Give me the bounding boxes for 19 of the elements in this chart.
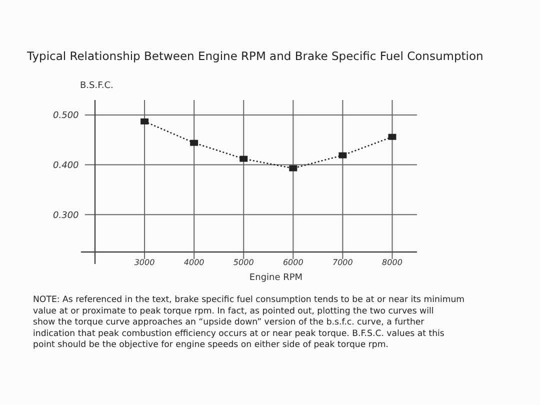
y-tick-label: 0.300 <box>53 210 80 221</box>
text: NOTE: As referenced in the text, brake specific fuel consumption tends to be at or near its minimum value at or proximate to peak torque rpm. In fact, as pointed out, plotting the two curves will show the torque curve approaches an “upside down” version of the b.s.f.c. curve, a further indication that peak combustion efficiency occurs at or near peak torque. B.F.S.C. values at this point should be the objective for engine speeds on either side of peak torque rpm. <box>33 295 465 350</box>
x-tick-label: 6000 <box>282 258 304 267</box>
y-tick-label: 0.400 <box>53 160 80 171</box>
x-tick-label: 7000 <box>332 258 353 267</box>
x-tick-label: 3000 <box>134 258 155 267</box>
point <box>289 165 298 172</box>
point <box>140 118 149 124</box>
point <box>240 156 248 162</box>
x-tick-label: 4000 <box>184 258 204 267</box>
x-axis-title: Engine RPM <box>249 273 303 283</box>
y-axis-title: B.S.F.C. <box>80 81 114 91</box>
x-tick-label: 5000 <box>233 258 254 267</box>
point <box>388 134 396 140</box>
chart-title: Typical Relationship Between Engine RPM and Brake Specific Fuel Consumption <box>26 49 484 63</box>
y-tick-label: 0.500 <box>53 111 80 122</box>
point <box>190 140 198 146</box>
x-tick-label: 8000 <box>382 258 402 267</box>
point <box>338 152 347 158</box>
